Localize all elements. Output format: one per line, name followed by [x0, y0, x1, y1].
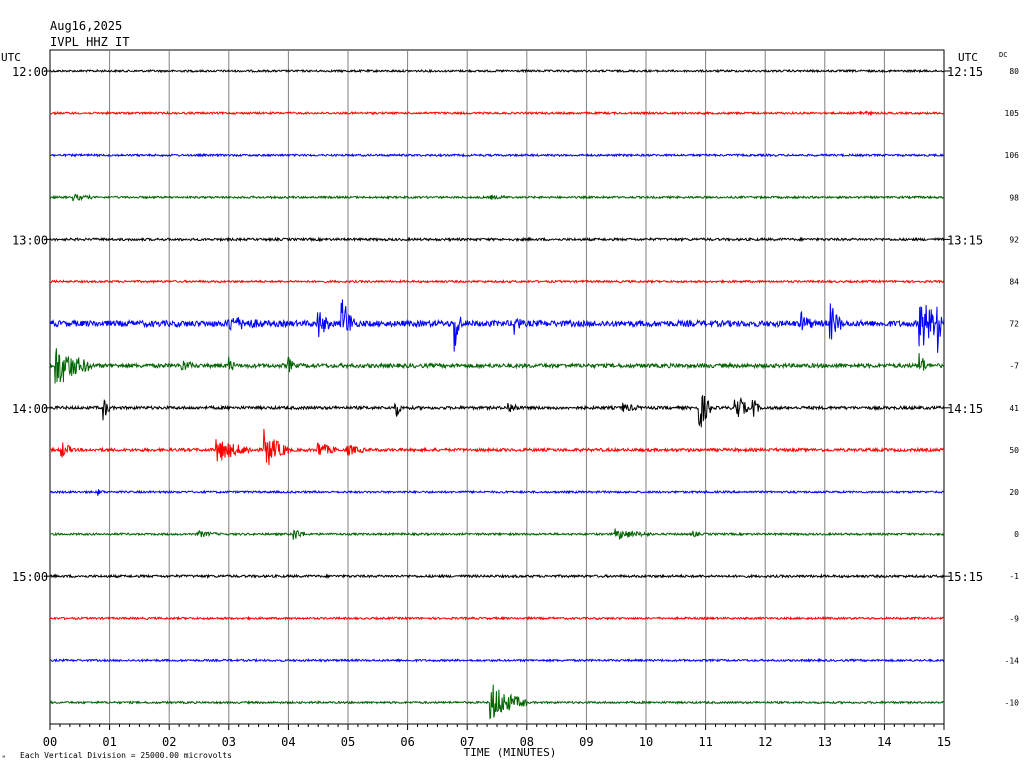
x-tick-label: 15 [937, 735, 951, 749]
x-tick-label: 04 [281, 735, 295, 749]
seismic-trace [49, 395, 945, 428]
dc-value: 41 [1009, 404, 1019, 413]
x-tick-label: 08 [520, 735, 534, 749]
dc-value: 0 [1014, 530, 1019, 539]
seismic-trace [49, 615, 945, 621]
hour-label-left: 14:00 [12, 402, 48, 416]
x-tick-label: 01 [102, 735, 116, 749]
seismic-trace [49, 657, 945, 664]
scale-note: Each Vertical Division = 25000.00 microv… [20, 751, 232, 760]
dc-value: 72 [1009, 320, 1019, 329]
dc-value: -7 [1009, 362, 1019, 371]
dc-value: 20 [1009, 488, 1019, 497]
seismic-trace [49, 278, 945, 285]
seismic-trace [49, 489, 945, 496]
x-tick-label: 07 [460, 735, 474, 749]
label-layer: 00 01 02 03 04 05 06 07 08 09 10 11 12 13 14 15 80 105 106… [12, 65, 1019, 749]
x-tick-label: 05 [341, 735, 355, 749]
hour-label-left: 12:00 [12, 65, 48, 79]
seismic-trace [49, 428, 945, 466]
dc-value: 106 [1005, 151, 1020, 160]
dc-label: DC [999, 51, 1007, 59]
seismic-trace [49, 573, 945, 580]
hour-label-left: 15:00 [12, 570, 48, 584]
seismic-trace [49, 684, 945, 720]
dc-value: 92 [1009, 235, 1019, 244]
x-tick-label: 10 [639, 735, 653, 749]
seismic-trace [49, 528, 945, 540]
dc-value: -10 [1005, 699, 1020, 708]
seismic-trace [49, 193, 945, 202]
x-tick-label: 13 [818, 735, 832, 749]
trace-layer [49, 68, 945, 720]
seismic-trace [49, 68, 945, 74]
seismic-trace [49, 236, 945, 243]
dc-value: -9 [1009, 614, 1019, 623]
dc-value: -1 [1009, 572, 1019, 581]
dc-value: 50 [1009, 446, 1019, 455]
grid-layer [44, 49, 950, 730]
dc-value: 98 [1009, 193, 1019, 202]
corner-mark: ᴹ [2, 755, 6, 762]
x-tick-label: 06 [400, 735, 414, 749]
x-tick-label: 03 [222, 735, 236, 749]
seismic-trace [49, 299, 945, 353]
plot-frame [49, 49, 945, 725]
seismic-trace [49, 110, 945, 117]
x-tick-label: 14 [877, 735, 891, 749]
utc-right-label: UTC [958, 51, 978, 64]
dc-value: -14 [1005, 656, 1020, 665]
dc-value: 105 [1005, 109, 1020, 118]
dc-value: 80 [1009, 67, 1019, 76]
date-label: Aug16,2025 [50, 19, 122, 33]
x-axis-label: TIME (MINUTES) [464, 746, 557, 759]
utc-left-label: UTC [1, 51, 21, 64]
x-tick-label: 00 [43, 735, 57, 749]
station-label: IVPL HHZ IT [50, 35, 129, 49]
dc-value: 84 [1009, 278, 1019, 287]
hour-label-right: 13:15 [947, 233, 983, 247]
x-tick-label: 02 [162, 735, 176, 749]
x-tick-label: 12 [758, 735, 772, 749]
hour-label-right: 12:15 [947, 65, 983, 79]
x-tick-label: 11 [698, 735, 712, 749]
seismic-trace [49, 348, 945, 384]
hour-label-right: 15:15 [947, 570, 983, 584]
hour-label-left: 13:00 [12, 233, 48, 247]
hour-label-right: 14:15 [947, 402, 983, 416]
seismic-trace [49, 152, 945, 158]
x-tick-label: 09 [579, 735, 593, 749]
